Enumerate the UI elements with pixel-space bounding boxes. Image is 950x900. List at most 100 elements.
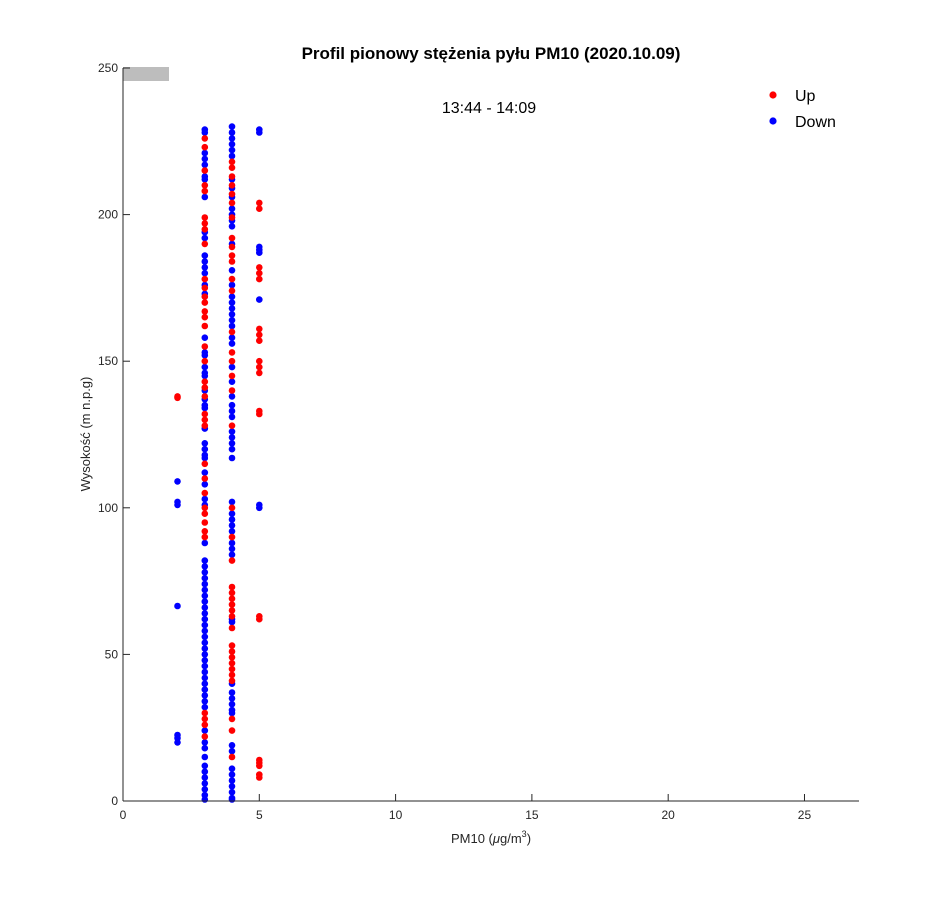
data-point-up xyxy=(201,299,209,306)
data-point-up xyxy=(201,733,209,740)
data-point-up xyxy=(228,199,236,207)
data-point-down xyxy=(228,454,236,462)
data-point-down xyxy=(228,747,236,755)
data-point-up xyxy=(228,158,236,166)
data-point-down xyxy=(228,522,236,529)
data-point-down xyxy=(228,299,236,306)
data-point-down xyxy=(201,621,209,629)
data-point-down xyxy=(201,627,209,635)
data-point-up xyxy=(201,313,209,321)
data-point-down xyxy=(201,352,209,359)
data-point-up xyxy=(201,220,209,227)
data-point-down xyxy=(228,146,236,154)
data-point-down xyxy=(201,149,209,157)
data-point-down xyxy=(255,296,263,303)
plot-area xyxy=(123,68,859,801)
data-point-up xyxy=(228,252,236,259)
data-point-down xyxy=(228,223,236,230)
data-point-down xyxy=(174,739,181,746)
data-point-down xyxy=(201,686,209,693)
y-tick-label: 250 xyxy=(98,61,118,75)
x-tick-label: 5 xyxy=(256,808,263,822)
data-point-down xyxy=(228,281,236,289)
data-point-down xyxy=(201,692,209,699)
data-point-down xyxy=(201,703,209,711)
data-point-down xyxy=(201,739,209,746)
data-point-down xyxy=(201,780,209,787)
time-range-annotation: 13:44 - 14:09 xyxy=(442,100,536,117)
data-point-down xyxy=(201,404,209,412)
data-point-up xyxy=(228,243,236,251)
data-point-up xyxy=(228,589,236,597)
data-point-up xyxy=(255,774,263,781)
x-tick-label: 25 xyxy=(798,808,812,822)
data-point-up xyxy=(255,199,263,207)
data-point-down xyxy=(201,796,209,803)
data-point-down xyxy=(228,783,236,790)
data-point-down xyxy=(201,445,209,453)
data-point-down xyxy=(228,316,236,324)
data-point-up xyxy=(174,394,181,402)
data-point-up xyxy=(228,173,236,180)
data-point-down xyxy=(201,269,209,277)
data-point-down xyxy=(201,668,209,676)
data-point-up xyxy=(228,372,236,380)
data-point-down xyxy=(228,765,236,772)
data-point-down xyxy=(201,674,209,682)
data-point-up xyxy=(201,357,209,365)
data-point-down xyxy=(201,569,209,576)
data-point-down xyxy=(228,378,236,386)
data-point-down xyxy=(201,563,209,570)
data-point-down xyxy=(255,504,263,512)
data-point-up xyxy=(255,325,263,333)
data-point-down xyxy=(201,744,209,752)
data-point-up xyxy=(228,258,236,265)
data-point-down xyxy=(228,393,236,400)
data-point-down xyxy=(228,445,236,453)
x-tick-label: 10 xyxy=(389,808,403,822)
data-point-down xyxy=(201,454,209,462)
data-point-down xyxy=(228,413,236,421)
data-point-up xyxy=(201,410,209,418)
data-point-down xyxy=(201,155,209,163)
data-point-down xyxy=(201,586,209,594)
data-point-down xyxy=(201,657,209,664)
data-point-down xyxy=(228,528,236,535)
data-point-up xyxy=(228,357,236,365)
data-point-up xyxy=(228,595,236,602)
data-point-down xyxy=(228,363,236,371)
data-point-up xyxy=(201,182,209,189)
data-point-down xyxy=(228,407,236,415)
data-point-down xyxy=(201,768,209,775)
data-point-up xyxy=(228,287,236,295)
data-point-up xyxy=(228,753,236,761)
data-point-up xyxy=(201,284,209,292)
y-axis-label: Wysokość (m n.p.g) xyxy=(78,377,93,492)
data-point-up xyxy=(228,583,236,591)
data-point-down xyxy=(201,598,209,605)
data-point-down xyxy=(174,501,181,509)
data-point-up xyxy=(228,671,236,679)
legend-artifact-patch xyxy=(123,67,169,81)
data-point-up xyxy=(201,135,209,142)
data-point-up xyxy=(255,337,263,345)
data-point-up xyxy=(255,762,263,770)
data-point-down xyxy=(228,742,236,749)
data-point-down xyxy=(201,753,209,761)
data-point-up xyxy=(201,709,209,717)
data-point-down xyxy=(201,633,209,641)
data-point-up xyxy=(228,607,236,614)
data-point-up xyxy=(228,648,236,655)
data-point-down xyxy=(201,539,209,547)
y-tick-label: 200 xyxy=(98,208,118,222)
data-point-down xyxy=(201,495,209,503)
data-point-down xyxy=(201,592,209,600)
data-point-down xyxy=(228,401,236,409)
legend-marker-up xyxy=(769,91,777,99)
data-point-down xyxy=(228,293,236,301)
data-point-up xyxy=(201,293,209,301)
data-point-down xyxy=(228,440,236,447)
data-point-down xyxy=(228,498,236,506)
